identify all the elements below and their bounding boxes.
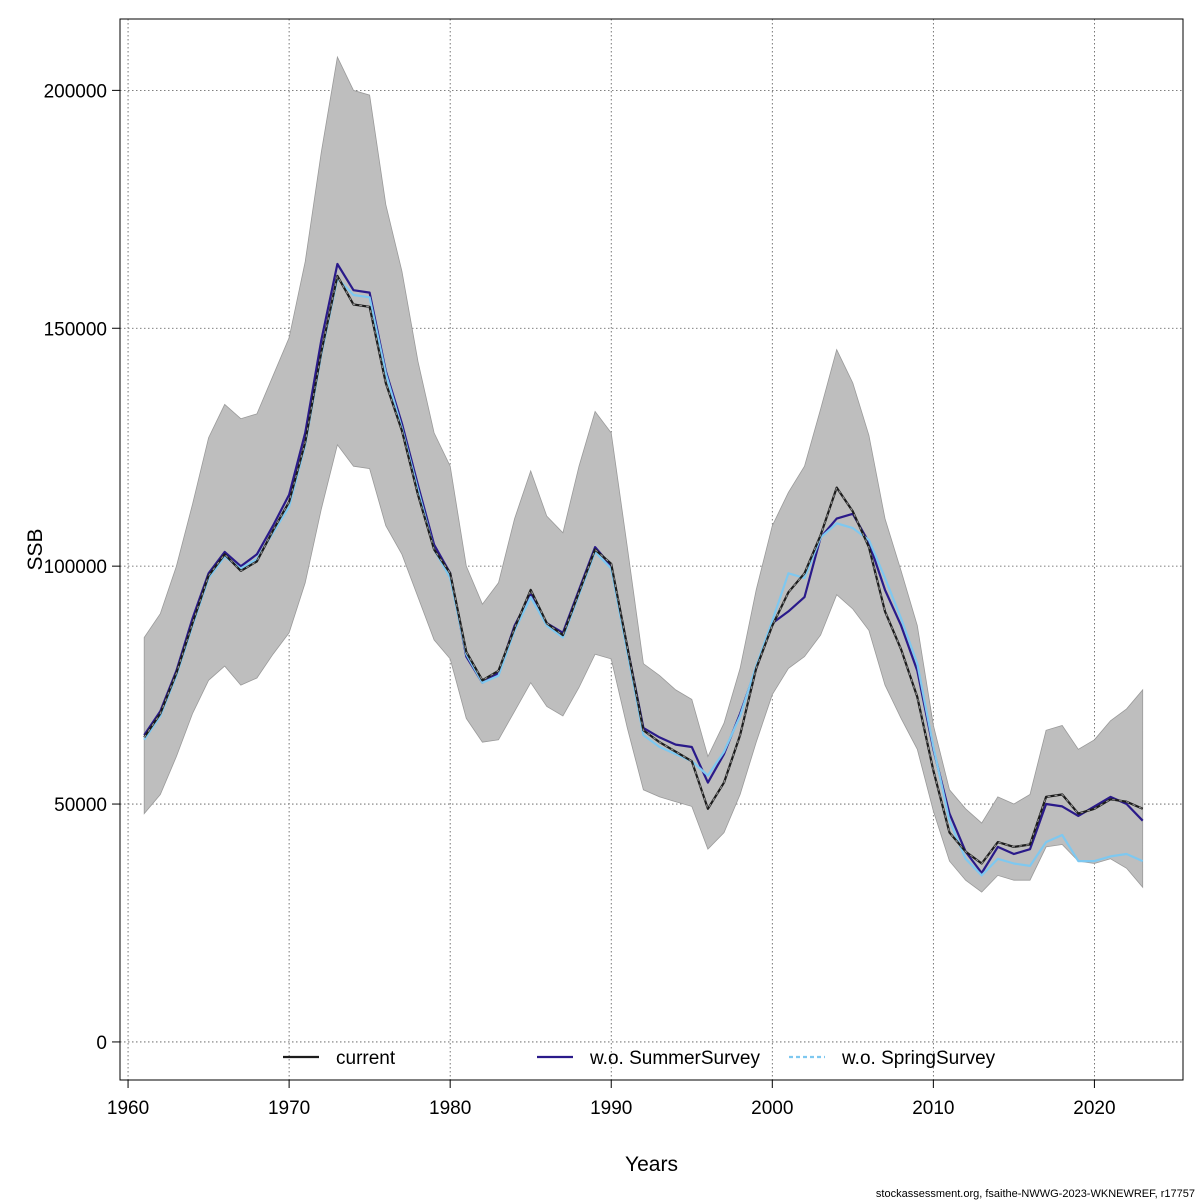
x-tick-label: 2020 bbox=[1073, 1098, 1115, 1119]
x-tick-label: 2000 bbox=[751, 1098, 793, 1119]
x-tick-label: 2010 bbox=[912, 1098, 954, 1119]
x-tick-label: 1960 bbox=[107, 1098, 149, 1119]
legend: current w.o. SummerSurvey w.o. SpringSurve… bbox=[283, 1048, 996, 1069]
x-tick-label: 1970 bbox=[268, 1098, 310, 1119]
y-tick-label: 0 bbox=[96, 1033, 107, 1054]
y-tick-label: 100000 bbox=[44, 557, 107, 578]
series-layer bbox=[143, 262, 1144, 877]
legend-item-2: w.o. SummerSurvey bbox=[537, 1048, 760, 1069]
y-axis-title: SSB bbox=[24, 528, 47, 570]
series-line-1-dash bbox=[143, 274, 1143, 865]
plot-frame bbox=[119, 18, 1184, 1081]
footer-note: stockassessment.org, fsaithe-NWWG-2023-W… bbox=[876, 1188, 1195, 1200]
y-axis: 0 50000 100000 150000 200000 bbox=[44, 81, 120, 1054]
x-tick-label: 1980 bbox=[429, 1098, 471, 1119]
legend-item-1: current bbox=[283, 1048, 396, 1069]
x-axis-title: Years bbox=[625, 1153, 678, 1176]
confidence-band-layer bbox=[143, 55, 1144, 893]
y-tick-label: 50000 bbox=[54, 795, 107, 816]
legend-label: w.o. SummerSurvey bbox=[589, 1048, 760, 1069]
x-tick-label: 1990 bbox=[590, 1098, 632, 1119]
confidence-band bbox=[143, 55, 1144, 893]
y-tick-label: 150000 bbox=[44, 319, 107, 340]
y-tick-label: 200000 bbox=[44, 81, 107, 102]
legend-label: current bbox=[336, 1048, 396, 1069]
legend-label: w.o. SpringSurvey bbox=[841, 1048, 996, 1069]
x-axis: 1960 1970 1980 1990 2000 2010 2020 bbox=[107, 1080, 1116, 1119]
legend-item-3: w.o. SpringSurvey bbox=[789, 1048, 996, 1069]
